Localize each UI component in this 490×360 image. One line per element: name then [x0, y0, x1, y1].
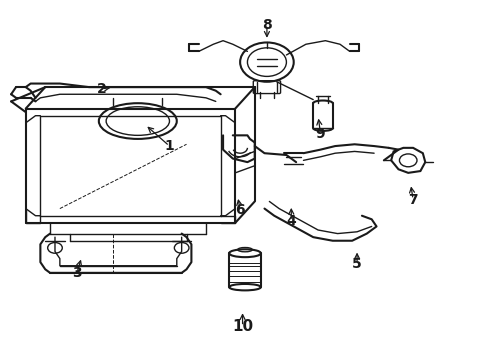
Text: 1: 1 — [165, 139, 174, 153]
Text: 3: 3 — [72, 266, 82, 280]
Text: 2: 2 — [97, 82, 106, 96]
Text: 10: 10 — [232, 319, 253, 334]
Text: 8: 8 — [262, 18, 272, 32]
Text: 4: 4 — [287, 214, 296, 228]
Text: 6: 6 — [235, 203, 245, 217]
Text: 5: 5 — [352, 257, 362, 271]
Text: 9: 9 — [316, 127, 325, 140]
Text: 7: 7 — [408, 193, 418, 207]
